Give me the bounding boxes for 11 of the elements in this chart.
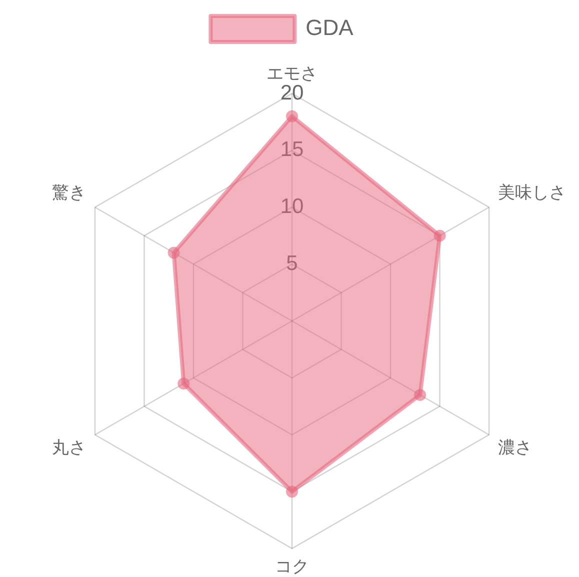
spoke-label: 丸さ (52, 438, 86, 458)
y-tick-label: 5 (286, 252, 298, 275)
spoke-label: コク (275, 557, 309, 576)
spoke-label: 濃さ (498, 438, 532, 458)
y-tick-label: 20 (280, 81, 304, 104)
spoke-label: エモさ (266, 64, 318, 84)
spoke-label: 驚き (52, 183, 86, 202)
y-tick-label: 15 (280, 138, 304, 162)
y-tick-label: 10 (280, 195, 304, 218)
spoke-label: 美味しさ (498, 183, 566, 202)
legend-label: GDA (306, 15, 354, 40)
